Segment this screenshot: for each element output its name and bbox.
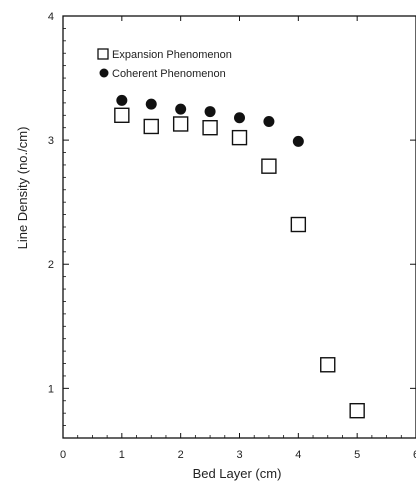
x-axis-title: Bed Layer (cm) [193, 466, 282, 481]
x-tick-label: 5 [354, 449, 360, 461]
x-tick-label: 2 [178, 449, 184, 461]
expansion-point [114, 107, 130, 123]
coherent-point [204, 106, 216, 118]
expansion-point [143, 118, 159, 135]
coherent-point [263, 116, 275, 127]
coherent-point [234, 112, 245, 124]
y-tick-label: 1 [48, 383, 54, 395]
coherent-point [292, 135, 304, 147]
legend-label-expansion: Expansion Phenomenon [112, 49, 232, 61]
expansion-point [290, 216, 307, 233]
legend-label-coherent: Coherent Phenomenon [112, 68, 226, 80]
coherent-point [145, 98, 157, 110]
expansion-point [231, 129, 248, 146]
x-tick-label: 1 [119, 449, 125, 461]
legend-marker-coherent [99, 68, 109, 78]
expansion-point [261, 158, 277, 174]
x-tick-label: 6 [413, 449, 416, 461]
legend-marker-expansion [97, 48, 109, 60]
y-tick-label: 4 [48, 11, 54, 23]
ticks: 0 1 2 3 4 5 6 1 2 3 4 [48, 11, 416, 461]
expansion-point [202, 120, 218, 136]
data-marks [114, 94, 365, 419]
x-tick-label: 4 [295, 449, 301, 461]
expansion-point [172, 116, 189, 132]
expansion-point [349, 402, 365, 419]
y-tick-label: 2 [48, 259, 54, 271]
coherent-point [116, 94, 128, 106]
legend: Expansion Phenomenon Coherent Phenomenon [97, 48, 232, 80]
x-tick-label: 3 [236, 449, 242, 461]
y-tick-label: 3 [48, 135, 54, 147]
y-axis-title: Line Density (no./cm) [15, 127, 30, 250]
x-tick-label: 0 [60, 449, 66, 461]
expansion-point [320, 357, 336, 373]
coherent-point [175, 103, 187, 115]
